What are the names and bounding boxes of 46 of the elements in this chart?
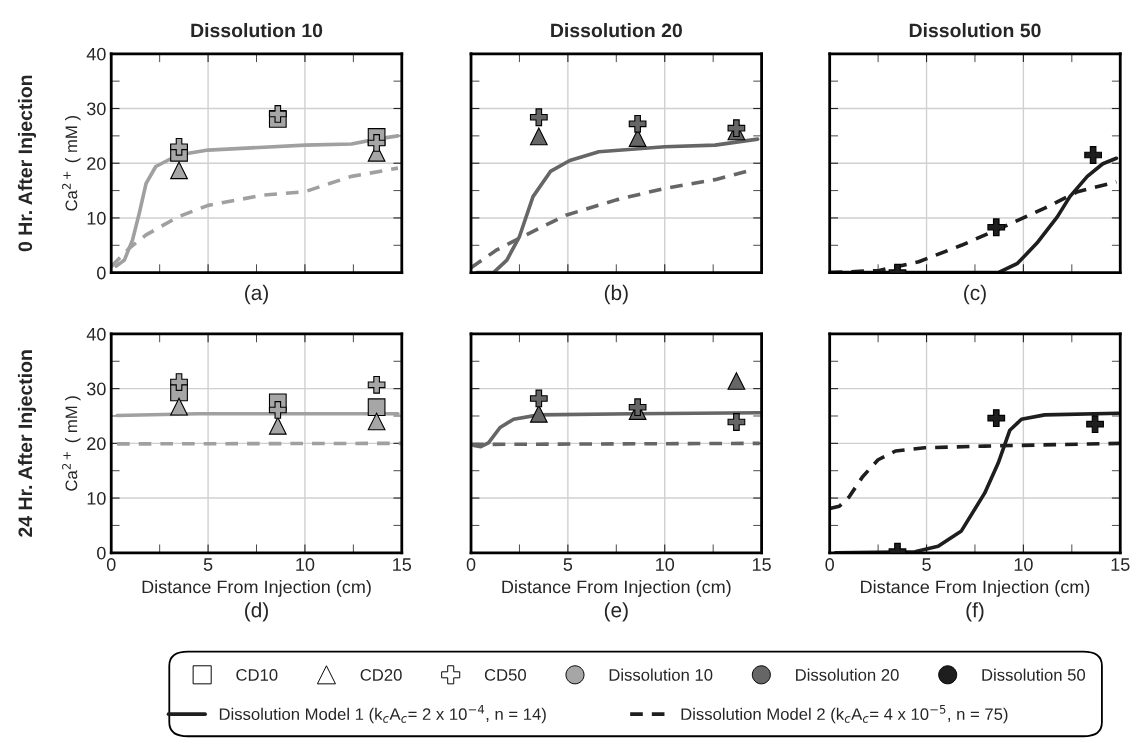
x-tick-label: 15: [1111, 558, 1130, 571]
chart-title: Dissolution 20: [551, 23, 682, 38]
x-axis-title: Distance From Injection (cm): [861, 580, 1090, 597]
legend-label: CD10: [236, 669, 278, 681]
y-tick-label: 20: [87, 157, 106, 170]
chart-title: Dissolution 50: [909, 23, 1041, 38]
x-tick-label: 0: [825, 558, 834, 571]
y-axis-title: Ca$^{2+}$ ( mM ): [62, 116, 81, 211]
legend-label: Dissolution Model 1 (k$_{c}$A$_{c}$= 2 x 10$^{−4}$, n = 14): [219, 704, 546, 724]
y-tick-label: 30: [86, 382, 106, 396]
y-tick-label: 0: [97, 546, 106, 560]
y-tick-label: 10: [87, 211, 106, 225]
x-tick-label: 15: [393, 558, 412, 571]
chart-title: Dissolution 10: [191, 23, 323, 38]
y-tick-label: 20: [87, 437, 106, 451]
y-tick-label: 10: [87, 492, 106, 505]
x-tick-label: 5: [922, 558, 931, 571]
x-tick-label: 10: [296, 558, 315, 571]
text: (a): [245, 284, 268, 305]
x-tick-label: 10: [656, 558, 675, 571]
text: (e): [604, 602, 628, 622]
text: (b): [604, 284, 628, 305]
y-axis-title: Ca$^{2+}$ ( mM ): [62, 396, 81, 491]
x-tick-label: 15: [752, 558, 771, 571]
text: (d): [245, 602, 268, 622]
y-tick-label: 30: [86, 102, 106, 116]
legend-label: Dissolution Model 2 (k$_{c}$A$_{c}$= 4 x 10$^{−5}$, n = 75): [681, 704, 1008, 724]
legend-label: CD20: [360, 669, 402, 681]
x-tick-label: 0: [106, 558, 116, 571]
x-tick-label: 5: [203, 558, 213, 571]
y-tick-label: 40: [86, 327, 106, 341]
legend-label: CD50: [484, 669, 527, 681]
x-tick-label: 5: [563, 558, 573, 571]
y-tick-label: 0: [97, 266, 106, 280]
text: (f): [966, 602, 984, 622]
legend-label: Dissolution 20: [796, 668, 899, 681]
x-tick-label: 10: [1014, 558, 1033, 571]
text: 24 Hr. After Injection: [17, 350, 37, 537]
text: (c): [964, 284, 986, 305]
x-axis-title: Distance From Injection (cm): [502, 580, 731, 597]
text: 0 Hr. After Injection: [17, 75, 37, 252]
x-axis-title: Distance From Injection (cm): [142, 580, 371, 597]
legend-label: Dissolution 10: [609, 668, 713, 681]
y-tick-label: 40: [86, 47, 106, 61]
x-tick-label: 0: [466, 558, 476, 571]
legend-label: Dissolution 50: [982, 668, 1086, 681]
